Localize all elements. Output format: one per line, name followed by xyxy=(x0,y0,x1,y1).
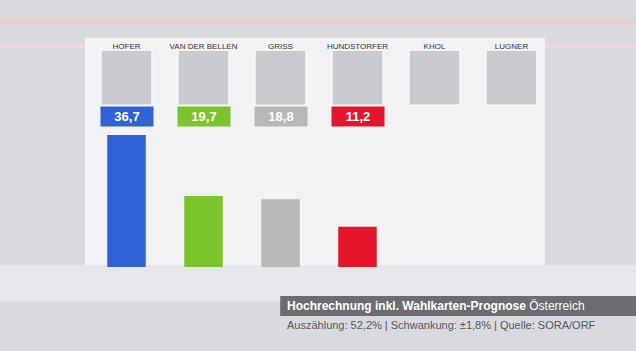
svg-text:11,2: 11,2 xyxy=(346,109,371,124)
svg-text:VAN DER BELLEN: VAN DER BELLEN xyxy=(170,42,238,51)
svg-text:KHOL: KHOL xyxy=(424,42,446,51)
svg-text:HOFER: HOFER xyxy=(113,42,141,51)
svg-text:HUNDSTORFER: HUNDSTORFER xyxy=(327,42,388,51)
svg-text:Hochrechnung inkl. Wahlkarten-: Hochrechnung inkl. Wahlkarten-Prognose Ö… xyxy=(287,299,585,313)
svg-text:18,8: 18,8 xyxy=(268,109,293,124)
svg-text:GRISS: GRISS xyxy=(268,42,293,51)
svg-text:Auszählung: 52,2% | Schwankung: Auszählung: 52,2% | Schwankung: ±1,8% | … xyxy=(287,319,596,331)
svg-text:19,7: 19,7 xyxy=(191,109,216,124)
svg-text:LUGNER: LUGNER xyxy=(495,42,529,51)
svg-text:36,7: 36,7 xyxy=(114,109,139,124)
